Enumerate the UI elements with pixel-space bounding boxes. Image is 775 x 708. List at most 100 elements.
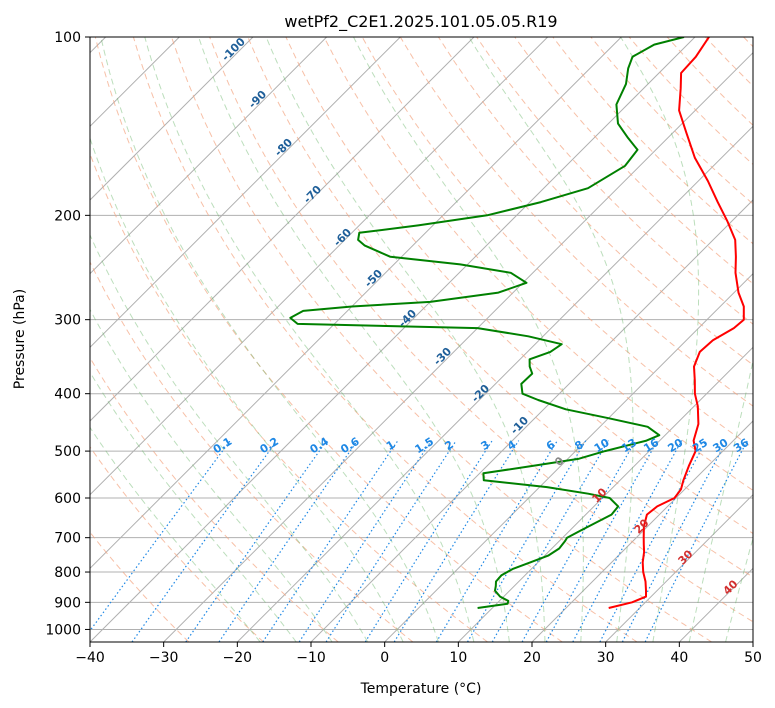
mixing-ratio-line [545, 440, 659, 642]
y-tick-label: 700 [54, 531, 81, 547]
moist-adiabat-line [100, 37, 439, 642]
moist-adiabat-line [198, 37, 510, 642]
mixing-ratio-label: 1.5 [413, 435, 436, 456]
y-tick-label: 1000 [45, 622, 81, 638]
dry-adiabat-label: -10 [508, 414, 531, 437]
mixing-ratio-label: 10 [592, 436, 612, 455]
x-tick-label: 0 [380, 650, 389, 666]
x-tick-label: 10 [449, 650, 467, 666]
dry-adiabat-label: -20 [469, 382, 492, 405]
dry-adiabat-label: -80 [272, 136, 295, 159]
mixing-ratio-line [466, 440, 587, 642]
moist-adiabat-line [144, 37, 475, 642]
mixing-ratio-line [521, 440, 637, 642]
mixing-ratio-label: 0.6 [338, 435, 362, 457]
dry-adiabat-line [90, 152, 488, 642]
isotherm-line [90, 37, 401, 349]
moist-adiabat-line [90, 371, 297, 642]
y-tick-label: 500 [54, 444, 81, 460]
mixing-ratio-line [572, 440, 683, 642]
dry-adiabat-label: -50 [362, 267, 385, 290]
y-tick-label: 400 [54, 387, 81, 403]
x-axis-label: Temperature (°C) [360, 681, 482, 697]
dry-adiabat-line [132, 37, 638, 642]
mixing-ratio-line [393, 440, 520, 642]
isotherm-line [531, 420, 753, 642]
dry-adiabat-line [743, 37, 753, 48]
plot-area: 0.1 0.2 0.4 0.6 1 1.5 2 3 4 6 8 10 13 16 20 25 30 36-100-… [90, 35, 753, 642]
mixing-ratio-line [599, 440, 707, 642]
x-tick-label: −40 [75, 650, 105, 666]
mixing-ratio-line [644, 440, 748, 642]
mixing-ratio-label: 30 [711, 436, 731, 455]
moist-adiabat-line [90, 308, 333, 642]
mixing-ratio-label: 20 [665, 436, 685, 455]
dry-adiabat-line [209, 37, 753, 623]
isotherm-line [90, 37, 622, 570]
mixing-ratio-line [298, 440, 432, 642]
dry-adiabat-label: -60 [331, 226, 354, 249]
background-lines [90, 37, 753, 642]
mixing-ratio-line [435, 440, 558, 642]
moist-adiabat-line [620, 37, 700, 642]
chart-title: wetPf2_C2E1.2025.101.05.05.R19 [284, 12, 557, 32]
moist-adiabat-label: 20 [632, 516, 652, 536]
mixing-ratio-line [262, 440, 399, 642]
moist-adiabat-line [90, 136, 404, 642]
mixing-ratio-label: 36 [731, 436, 751, 455]
dry-adiabat-line [285, 37, 753, 535]
moist-adiabat-line [265, 37, 546, 642]
mixing-ratio-label: 0.2 [258, 435, 281, 456]
dry-adiabat-line [171, 37, 712, 642]
moist-adiabat-label: 40 [721, 577, 741, 597]
dry-adiabat-line [514, 37, 753, 285]
isotherm-line [90, 37, 475, 422]
dry-adiabat-label: -90 [246, 88, 269, 111]
dry-adiabat-line [552, 37, 753, 245]
isotherm-line [90, 37, 328, 275]
dry-adiabat-line [323, 37, 753, 491]
x-tick-label: −20 [223, 650, 253, 666]
isotherm-line [90, 37, 549, 496]
dry-adiabat-line [90, 260, 414, 642]
y-tick-label: 300 [54, 313, 81, 329]
mixing-ratio-label: 16 [641, 436, 661, 455]
profile-line [289, 37, 685, 609]
plot-frame [89, 36, 754, 643]
mixing-ratio-line [90, 440, 231, 632]
mixing-ratio-label: 13 [619, 436, 639, 455]
moist-adiabat-label: 10 [590, 485, 610, 505]
isotherm-line [90, 37, 254, 201]
dry-adiabat-line [247, 37, 753, 578]
dry-adiabat-label: -100 [219, 35, 248, 64]
x-tick-label: −10 [296, 650, 326, 666]
mixing-ratio-line [491, 440, 609, 642]
dry-adiabat-line [90, 531, 190, 642]
isotherm-line [678, 567, 753, 642]
moist-adiabat-label: 30 [676, 547, 696, 567]
isotherm-line [236, 125, 753, 642]
moist-adiabat-line [468, 37, 634, 642]
isotherm-line [90, 37, 696, 642]
moist-adiabat-line [725, 536, 753, 642]
y-tick-label: 600 [54, 491, 81, 507]
dry-adiabat-label: -70 [301, 183, 324, 206]
moist-adiabat-line [353, 37, 584, 642]
y-tick-label: 900 [54, 595, 81, 611]
dry-adiabat-line [94, 37, 563, 642]
isotherm-line [752, 641, 753, 642]
x-tick-label: 50 [744, 650, 762, 666]
profile-lines [289, 37, 745, 609]
profile-line [608, 37, 745, 609]
moist-adiabat-line [90, 426, 261, 642]
dry-adiabat-line [476, 37, 753, 325]
x-tick-label: 30 [597, 650, 615, 666]
isotherm-line [605, 493, 753, 642]
mixing-ratio-line [621, 440, 728, 642]
moist-adiabat-line [688, 358, 753, 642]
mixing-ratio-line [131, 440, 278, 642]
y-tick-label: 800 [54, 565, 81, 581]
dry-adiabat-line [90, 356, 339, 642]
x-tick-label: 20 [523, 650, 541, 666]
